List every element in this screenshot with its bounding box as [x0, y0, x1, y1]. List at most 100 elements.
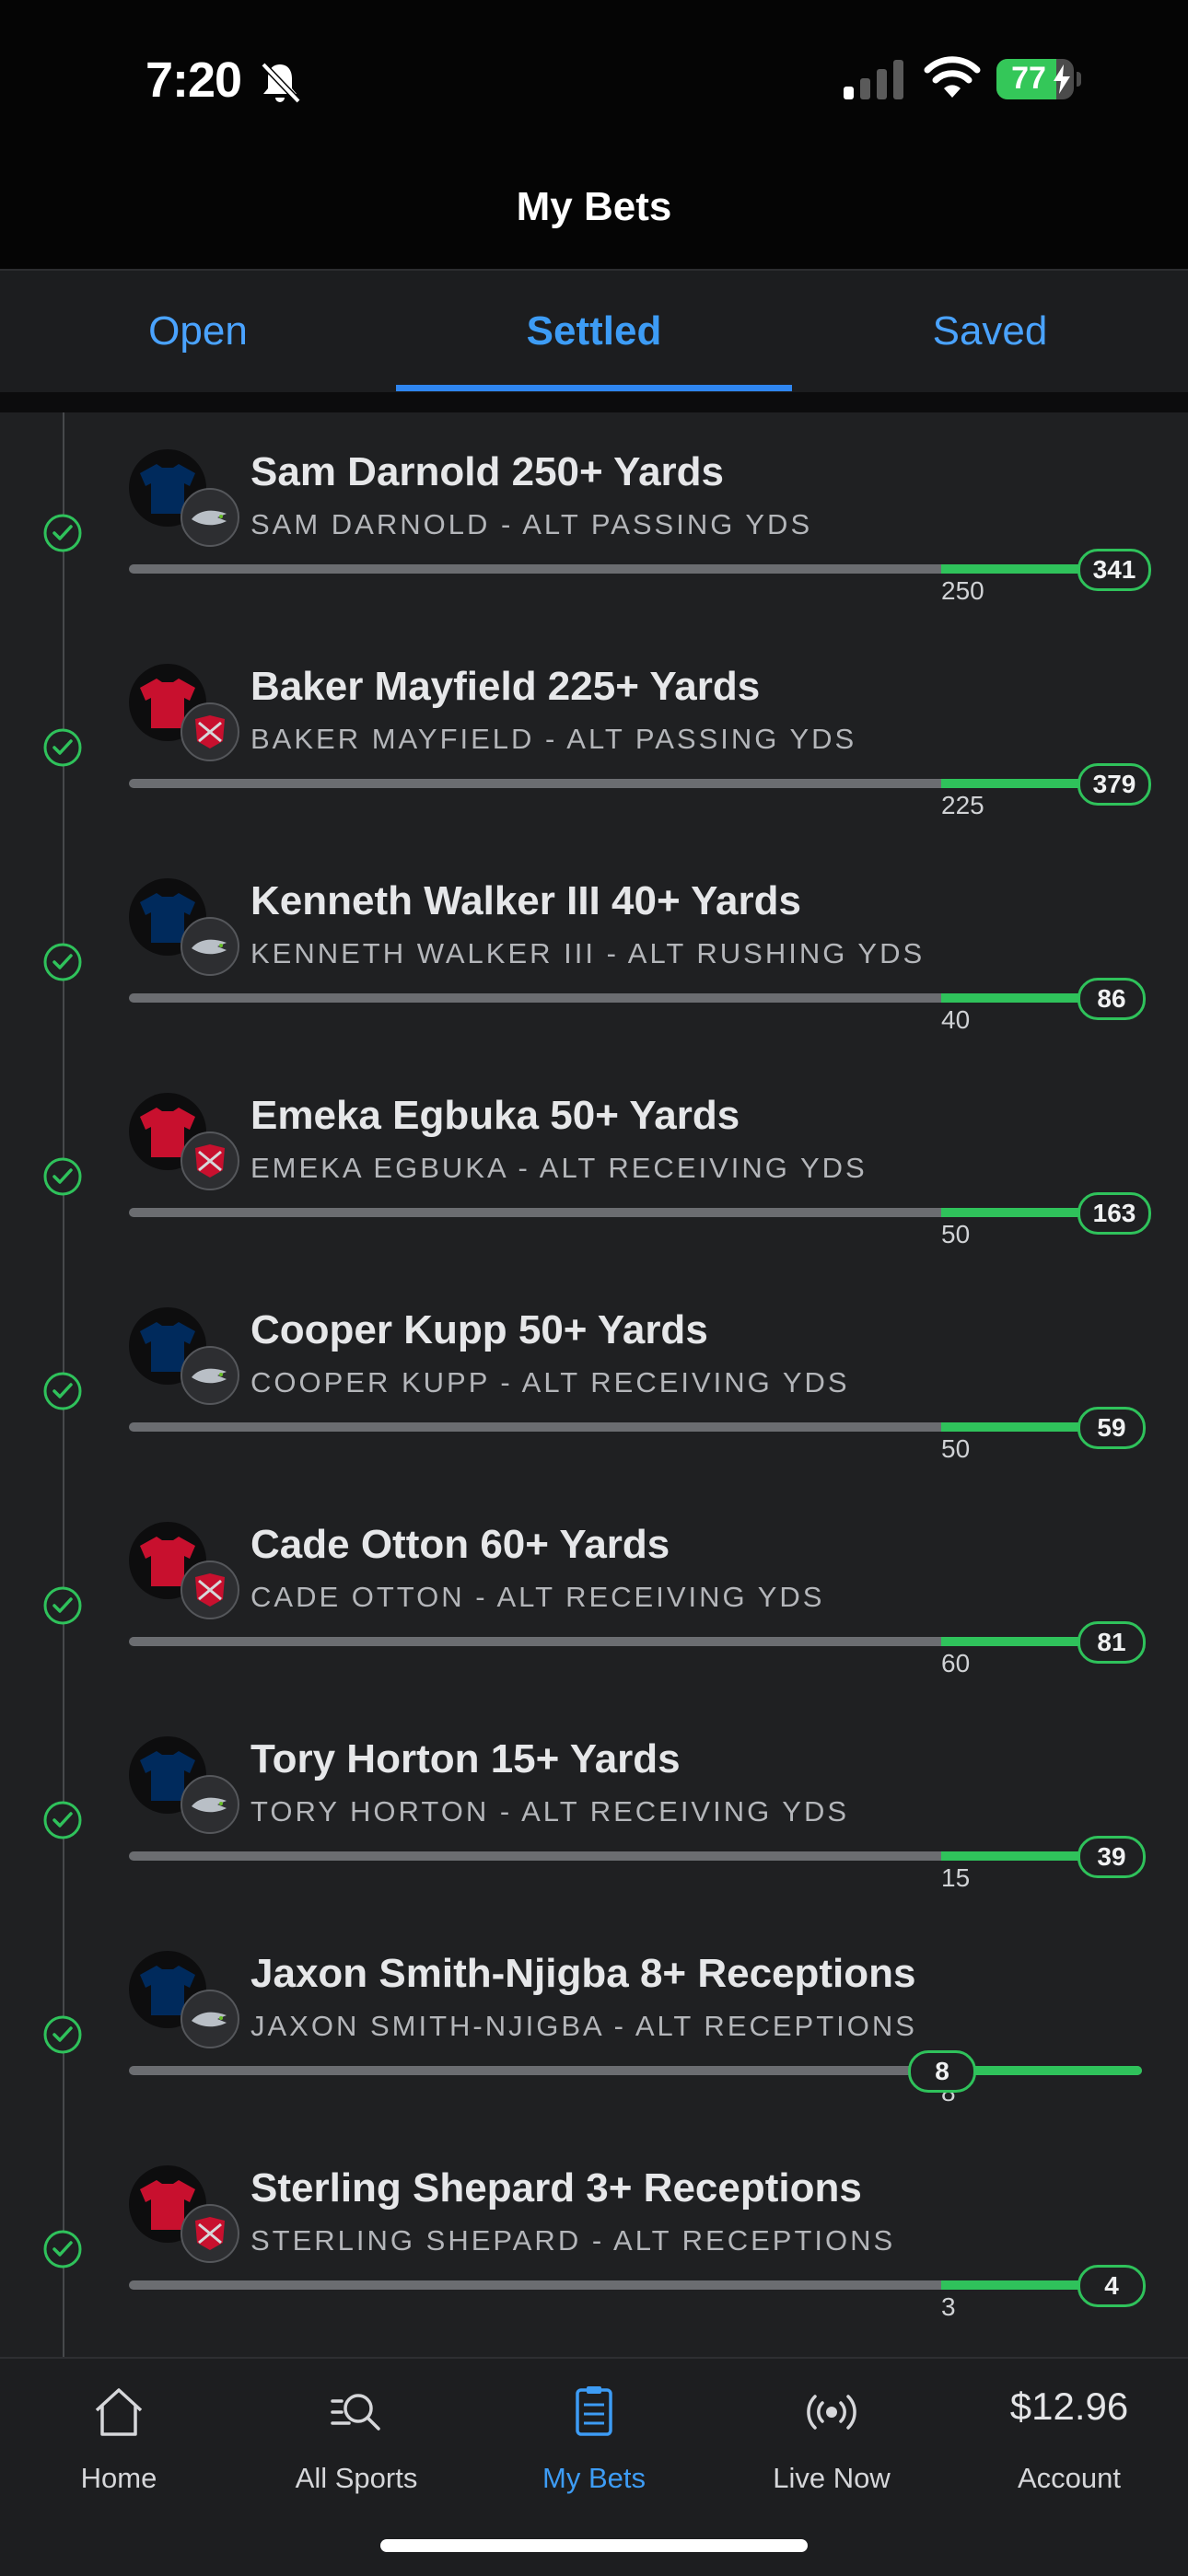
bet-title: Baker Mayfield 225+ Yards — [250, 664, 761, 709]
bet-slip-icon — [576, 2386, 612, 2436]
tab-settled[interactable]: Settled — [526, 308, 662, 354]
account-balance: $12.96 — [1009, 2385, 1129, 2428]
progress-fill — [941, 779, 1142, 788]
bet-subtitle: SAM DARNOLD - ALT PASSING YDS — [250, 508, 813, 540]
progress-track — [129, 993, 1142, 1003]
nav-live-now[interactable]: Live Now — [713, 2359, 950, 2524]
seahawks-logo-icon — [181, 1346, 239, 1405]
bet-title: Cooper Kupp 50+ Yards — [250, 1307, 708, 1352]
cellular-signal-icon — [844, 60, 903, 99]
page-title: My Bets — [516, 184, 672, 229]
live-broadcast-icon — [807, 2395, 856, 2430]
threshold-label: 50 — [941, 1434, 971, 1463]
progress-track — [129, 2280, 1142, 2290]
result-badge: 59 — [1077, 1407, 1146, 1449]
buccaneers-logo-icon — [181, 1561, 239, 1619]
check-circle-icon — [43, 514, 82, 552]
nav-account-label: Account — [1017, 2462, 1121, 2494]
home-icon — [95, 2388, 143, 2436]
result-badge: 86 — [1077, 978, 1146, 1020]
progress-fill — [941, 564, 1142, 574]
threshold-label: 60 — [941, 1649, 971, 1677]
buccaneers-logo-icon — [181, 702, 239, 761]
bet-subtitle: EMEKA EGBUKA - ALT RECEIVING YDS — [250, 1152, 868, 1184]
bet-title: Tory Horton 15+ Yards — [250, 1736, 681, 1781]
nav-all-sports-label: All Sports — [295, 2462, 418, 2494]
top-bar: 7:20 77 My Bets — [0, 0, 1188, 269]
nav-home-label: Home — [80, 2462, 157, 2494]
bet-row[interactable]: Baker Mayfield 225+ Yards BAKER MAYFIELD … — [0, 627, 1188, 841]
threshold-label: 225 — [941, 791, 984, 819]
check-circle-icon — [43, 1157, 82, 1196]
progress-track — [129, 1208, 1142, 1217]
bell-slash-icon — [261, 62, 301, 104]
nav-live-now-label: Live Now — [773, 2462, 891, 2494]
bet-subtitle: TORY HORTON - ALT RECEIVING YDS — [250, 1795, 850, 1828]
check-circle-icon — [43, 943, 82, 981]
bet-row[interactable]: Tory Horton 15+ Yards TORY HORTON - ALT R… — [0, 1700, 1188, 1914]
bet-title: Jaxon Smith-Njigba 8+ Receptions — [250, 1951, 916, 1996]
tab-open[interactable]: Open — [148, 308, 248, 354]
jersey-icon — [129, 1736, 206, 1814]
bet-row[interactable]: Sterling Shepard 3+ Receptions STERLING S… — [0, 2129, 1188, 2343]
progress-track — [129, 564, 1142, 574]
check-circle-icon — [43, 2230, 82, 2269]
result-badge: 39 — [1077, 1836, 1146, 1878]
seahawks-logo-icon — [181, 488, 239, 547]
bet-subtitle: KENNETH WALKER III - ALT RUSHING YDS — [250, 937, 926, 969]
bet-subtitle: STERLING SHEPARD - ALT RECEPTIONS — [250, 2224, 896, 2257]
bet-row[interactable]: Jaxon Smith-Njigba 8+ Receptions JAXON SM… — [0, 1914, 1188, 2129]
progress-fill — [941, 1851, 1142, 1861]
threshold-label: 50 — [941, 1220, 971, 1248]
check-circle-icon — [43, 1801, 82, 1839]
progress-fill — [941, 2280, 1142, 2290]
nav-account[interactable]: $12.96 Account — [950, 2359, 1188, 2524]
progress-fill — [941, 1422, 1142, 1432]
bet-row[interactable]: Cooper Kupp 50+ Yards COOPER KUPP - ALT R… — [0, 1271, 1188, 1485]
progress-fill — [941, 1208, 1142, 1217]
seahawks-logo-icon — [181, 1990, 239, 2048]
nav-my-bets-label: My Bets — [542, 2462, 646, 2494]
bet-row[interactable]: Sam Darnold 250+ Yards SAM DARNOLD - ALT … — [0, 412, 1188, 627]
status-time: 7:20 — [146, 52, 242, 108]
bet-title: Sam Darnold 250+ Yards — [250, 449, 725, 494]
progress-fill — [941, 2066, 1142, 2075]
jersey-icon — [129, 2165, 206, 2243]
buccaneers-logo-icon — [181, 2204, 239, 2263]
bet-subtitle: JAXON SMITH-NJIGBA - ALT RECEPTIONS — [250, 2010, 917, 2042]
progress-fill — [941, 1637, 1142, 1646]
bet-row[interactable]: Cade Otton 60+ Yards CADE OTTON - ALT REC… — [0, 1485, 1188, 1700]
progress-track — [129, 2066, 1142, 2075]
check-circle-icon — [43, 2015, 82, 2054]
divider — [0, 392, 1188, 412]
threshold-label: 3 — [941, 2292, 956, 2321]
active-tab-indicator — [396, 385, 792, 391]
result-badge: 81 — [1077, 1621, 1146, 1664]
check-circle-icon — [43, 728, 82, 767]
bet-subtitle: CADE OTTON - ALT RECEIVING YDS — [250, 1581, 825, 1613]
nav-home[interactable]: Home — [0, 2359, 238, 2524]
progress-track — [129, 1851, 1142, 1861]
battery-percent: 77 — [1011, 61, 1046, 96]
jersey-icon — [129, 449, 206, 527]
threshold-label: 40 — [941, 1005, 971, 1034]
bet-row[interactable]: Emeka Egbuka 50+ Yards EMEKA EGBUKA - ALT… — [0, 1056, 1188, 1271]
progress-fill — [941, 993, 1142, 1003]
result-badge: 379 — [1077, 763, 1151, 806]
search-icon — [331, 2394, 380, 2431]
nav-all-sports[interactable]: All Sports — [238, 2359, 475, 2524]
check-circle-icon — [43, 1372, 82, 1410]
result-badge: 8 — [908, 2050, 976, 2093]
bets-tabs: Open Settled Saved — [0, 269, 1188, 392]
seahawks-logo-icon — [181, 1775, 239, 1834]
result-badge: 4 — [1077, 2265, 1146, 2307]
wifi-icon — [924, 56, 981, 98]
settled-bets-list[interactable]: Sam Darnold 250+ Yards SAM DARNOLD - ALT … — [0, 412, 1188, 2357]
result-badge: 163 — [1077, 1192, 1151, 1235]
result-badge: 341 — [1077, 549, 1151, 591]
tab-saved[interactable]: Saved — [932, 308, 1048, 354]
bet-row[interactable]: Kenneth Walker III 40+ Yards KENNETH WALK… — [0, 841, 1188, 1056]
nav-my-bets[interactable]: My Bets — [475, 2359, 713, 2524]
bet-title: Kenneth Walker III 40+ Yards — [250, 878, 801, 923]
battery-charging-icon: 77 — [996, 59, 1081, 99]
